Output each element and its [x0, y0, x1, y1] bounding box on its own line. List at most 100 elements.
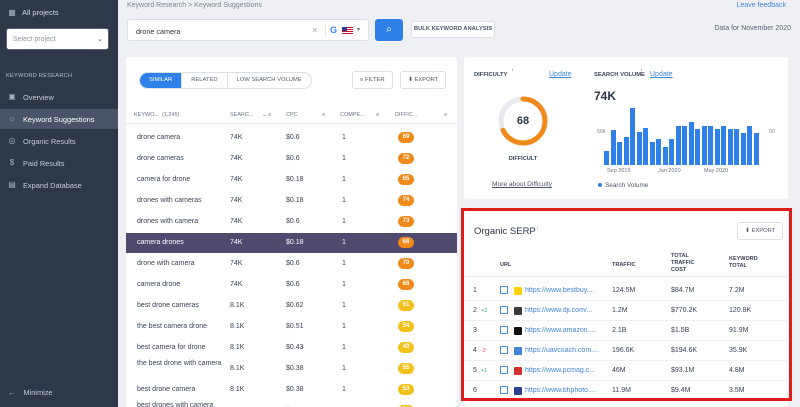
- keyword-cell[interactable]: camera drones: [137, 239, 184, 246]
- chart-bar[interactable]: [604, 150, 609, 165]
- external-link-icon[interactable]: [500, 286, 508, 294]
- bulk-keyword-analysis-button[interactable]: BULK KEYWORD ANALYSIS: [411, 21, 495, 38]
- external-link-icon[interactable]: [500, 306, 508, 314]
- difficulty-update-link[interactable]: Update: [549, 71, 572, 78]
- keyword-cell[interactable]: drone camera: [137, 134, 181, 141]
- table-row[interactable]: the best camera drone 8.1K $0.51 1 54: [126, 317, 457, 337]
- clear-icon[interactable]: ×: [312, 25, 318, 35]
- table-row[interactable]: camera drone 74K $0.6 1 68: [126, 275, 457, 295]
- chart-bar[interactable]: [669, 139, 675, 165]
- external-link-icon[interactable]: [500, 386, 508, 394]
- table-row[interactable]: drone camera 74K $0.6 1 69: [126, 128, 457, 148]
- chart-bar[interactable]: [714, 128, 720, 165]
- chart-bar[interactable]: [701, 126, 707, 165]
- chart-bar[interactable]: [675, 126, 681, 165]
- col-keyword[interactable]: KEYWO...: [134, 112, 160, 118]
- chart-bar[interactable]: [695, 128, 701, 165]
- all-projects-link[interactable]: ▦ All projects: [8, 8, 58, 17]
- table-row[interactable]: drones with camera 74K $0.6 1 73: [126, 212, 457, 232]
- chart-bar[interactable]: [649, 141, 655, 165]
- keyword-cell[interactable]: the best drone with camera: [137, 360, 222, 367]
- keyword-cell[interactable]: drone with camera: [137, 260, 195, 267]
- info-icon[interactable]: ⁱ: [641, 69, 643, 75]
- table-row[interactable]: best drone camera 8.1K $0.38 1 53: [126, 380, 457, 400]
- table-row[interactable]: camera drones 74K $0.18 1 68: [126, 233, 457, 253]
- chart-bar[interactable]: [617, 141, 623, 165]
- info-icon[interactable]: ⁱ: [535, 226, 539, 232]
- keyword-cell[interactable]: camera drone: [137, 281, 181, 288]
- tab-related[interactable]: RELATED: [182, 73, 228, 88]
- chart-bar[interactable]: [623, 136, 629, 165]
- keyword-cell[interactable]: best drone cameras: [137, 302, 199, 309]
- info-icon[interactable]: ⁱ: [512, 69, 514, 75]
- search-query[interactable]: drone camera: [136, 27, 181, 36]
- breadcrumb-keyword-research[interactable]: Keyword Research: [127, 2, 187, 9]
- chart-bar[interactable]: [656, 139, 662, 165]
- export-button[interactable]: ⬇ EXPORT: [400, 71, 447, 89]
- chart-bar[interactable]: [688, 122, 694, 165]
- search-button[interactable]: ⌕: [375, 19, 403, 41]
- sort-icon[interactable]: ⌄ ≡: [262, 112, 272, 118]
- chart-bar[interactable]: [643, 127, 649, 165]
- filter-button[interactable]: ≡ FILTER: [352, 71, 393, 89]
- table-row[interactable]: camera for drone 74K $0.18 1 65: [126, 170, 457, 190]
- chart-bar[interactable]: [682, 126, 688, 165]
- filter-icon[interactable]: ≡: [322, 112, 326, 118]
- project-select[interactable]: Select project ⌄: [6, 28, 109, 50]
- more-about-difficulty-link[interactable]: More about Difficulty: [492, 181, 552, 188]
- serp-url-link[interactable]: https://www.bestbuy....: [525, 287, 595, 294]
- col-competition[interactable]: COMPE...: [340, 112, 365, 118]
- chart-bar[interactable]: [747, 126, 753, 165]
- sidebar-item-overview[interactable]: ▣ Overview: [0, 87, 118, 107]
- keyword-cell[interactable]: camera for drone: [137, 176, 191, 183]
- table-row[interactable]: drones with cameras 74K $0.18 1 74: [126, 191, 457, 211]
- external-link-icon[interactable]: [500, 346, 508, 354]
- sidebar-item-expand-database[interactable]: ▤ Expand Database: [0, 175, 118, 195]
- chart-bar[interactable]: [721, 126, 727, 165]
- external-link-icon[interactable]: [500, 366, 508, 374]
- col-search-volume[interactable]: SEARC...: [230, 112, 254, 118]
- table-row[interactable]: drone with camera 74K $0.6 1 70: [126, 254, 457, 274]
- filter-icon[interactable]: ≡: [444, 112, 448, 118]
- chart-bar[interactable]: [740, 132, 746, 165]
- chart-bar[interactable]: [734, 128, 740, 165]
- chart-bar[interactable]: [610, 129, 616, 165]
- tab-low-search-volume[interactable]: LOW SEARCH VOLUME: [236, 77, 302, 83]
- keyword-cell[interactable]: best camera for drone: [137, 344, 206, 351]
- chart-bar[interactable]: [754, 132, 759, 165]
- serp-url-link[interactable]: https://www.bhphoto....: [525, 387, 596, 394]
- table-row[interactable]: best camera for drone 8.1K $0.43 1 49: [126, 338, 457, 358]
- sidebar-item-organic-results[interactable]: ◎ Organic Results: [0, 131, 118, 151]
- serp-url-link[interactable]: https://www.dji.com/...: [525, 307, 593, 314]
- google-icon[interactable]: G: [330, 25, 338, 35]
- keyword-cell[interactable]: drones with cameras: [137, 197, 202, 204]
- minimize-button[interactable]: ← Minimize: [8, 388, 53, 397]
- keyword-cell[interactable]: best drones with camera: [137, 402, 214, 407]
- chart-bar[interactable]: [636, 131, 642, 165]
- keyword-cell[interactable]: the best camera drone: [137, 323, 208, 330]
- serp-url-link[interactable]: https://www.amazon....: [525, 327, 596, 334]
- table-row[interactable]: the best drone with camera 8.1K $0.38 1 55: [126, 359, 457, 379]
- serp-url-link[interactable]: https://uavcoach.com....: [525, 347, 599, 354]
- keyword-cell[interactable]: best drone camera: [137, 386, 196, 393]
- chart-bar[interactable]: [630, 108, 636, 165]
- sidebar-item-keyword-suggestions[interactable]: ☼ Keyword Suggestions: [0, 109, 118, 129]
- keyword-cell[interactable]: drone cameras: [137, 155, 184, 162]
- leave-feedback-link[interactable]: Leave feedback: [736, 2, 786, 9]
- tab-similar[interactable]: SIMILAR: [140, 73, 183, 88]
- chart-bar[interactable]: [662, 146, 668, 165]
- sidebar-item-paid-results[interactable]: $ Paid Results: [0, 153, 118, 173]
- chart-bar[interactable]: [727, 128, 733, 165]
- col-cpc[interactable]: CPC: [286, 112, 298, 118]
- chevron-down-icon[interactable]: ▾: [357, 27, 361, 33]
- search-input[interactable]: drone camera × G ▾: [127, 19, 369, 41]
- table-row[interactable]: best drone cameras 8.1K $0.62 1 51: [126, 296, 457, 316]
- filter-icon[interactable]: ≡: [376, 112, 380, 118]
- table-row[interactable]: drone cameras 74K $0.6 1 72: [126, 149, 457, 169]
- us-flag-icon[interactable]: [342, 27, 353, 34]
- search-volume-update-link[interactable]: Update: [650, 71, 673, 78]
- serp-export-button[interactable]: ⬇ EXPORT: [737, 222, 784, 240]
- col-difficulty[interactable]: DIFFIC...: [395, 112, 418, 118]
- external-link-icon[interactable]: [500, 326, 508, 334]
